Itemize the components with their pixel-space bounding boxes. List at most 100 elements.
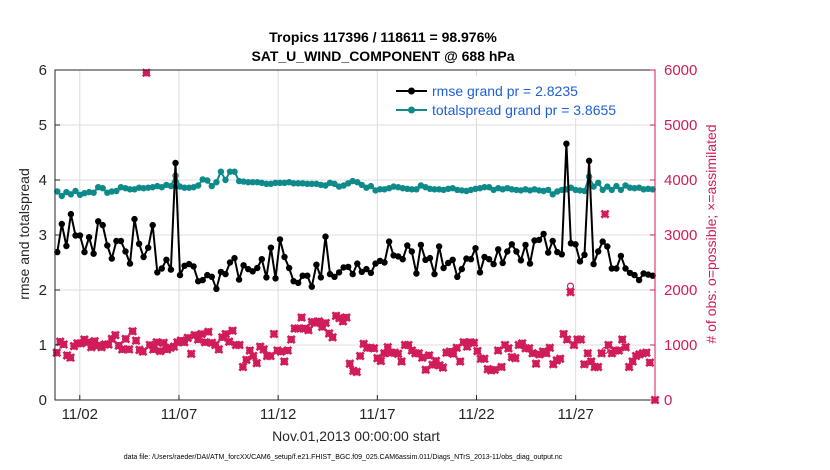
rmse-point	[54, 248, 61, 256]
spread-point	[331, 180, 338, 187]
obs-assimilated-marker	[238, 362, 248, 372]
obs-assimilated-marker	[214, 344, 224, 354]
obs-assimilated-marker	[421, 365, 431, 375]
rmse-point	[281, 253, 288, 261]
obs-count-series	[52, 68, 660, 405]
obs-assimilated-marker	[579, 359, 589, 369]
obs-assimilated-marker	[155, 346, 165, 356]
rmse-point	[313, 261, 320, 268]
obs-assimilated-marker	[269, 329, 279, 339]
rmse-point	[572, 241, 579, 248]
obs-assimilated-marker	[555, 354, 565, 364]
spread-point	[231, 168, 238, 175]
rmse-point	[367, 269, 375, 277]
rmse-point	[458, 265, 465, 273]
legend-box	[393, 76, 653, 118]
spread-point	[431, 186, 438, 193]
spread-point	[308, 180, 315, 187]
obs-assimilated-marker	[197, 329, 207, 339]
rmse-point	[495, 246, 502, 253]
spread-point	[272, 179, 279, 186]
rmse-point	[431, 270, 438, 278]
obs-assimilated-marker	[355, 351, 365, 361]
rmse-point	[90, 250, 97, 257]
rmse-point	[604, 243, 611, 250]
y-right-tick-label: 1000	[664, 337, 697, 354]
obs-assimilated-marker	[469, 338, 479, 348]
obs-assimilated-marker	[224, 337, 234, 347]
obs-assimilated-marker	[417, 353, 427, 363]
rmse-point	[540, 230, 547, 238]
spread-point	[208, 182, 215, 190]
x-tick-label: 11/27	[557, 406, 593, 423]
rmse-point	[585, 157, 593, 164]
obs-assimilated-marker	[138, 347, 148, 357]
obs-assimilated-marker	[186, 349, 196, 359]
obs-assimilated-marker	[621, 342, 631, 352]
obs-assimilated-marker	[597, 348, 607, 358]
rmse-point	[222, 270, 229, 278]
rmse-point	[249, 268, 256, 275]
obs-assimilated-marker	[345, 359, 355, 369]
y-axis-left-label: rmse and totalspread	[16, 168, 32, 300]
rmse-point	[149, 221, 156, 229]
obs-assimilated-marker	[576, 334, 586, 345]
rmse-point	[163, 256, 170, 263]
spread-point	[608, 186, 615, 194]
obs-assimilated-marker	[383, 342, 393, 352]
rmse-point	[558, 251, 565, 258]
rmse-point	[231, 254, 238, 262]
spread-point	[408, 186, 415, 193]
obs-assimilated-marker	[369, 343, 379, 353]
rmse-point	[299, 272, 306, 279]
obs-assimilated-marker	[52, 348, 62, 358]
chart-title-line1: Tropics 117396 / 118611 = 98.976%	[269, 29, 497, 45]
rmse-point	[72, 232, 79, 239]
obs-assimilated-marker	[152, 337, 162, 347]
y-right-tick-label: 4000	[664, 172, 697, 189]
spread-point	[99, 185, 106, 192]
spread-point	[295, 180, 302, 187]
rmse-point	[613, 265, 620, 272]
rmse-point	[335, 269, 343, 276]
spread-point	[599, 186, 606, 194]
rmse-point	[113, 237, 120, 245]
rmse-point	[213, 285, 220, 293]
obs-assimilated-marker	[65, 353, 76, 363]
spread-point	[167, 182, 175, 190]
spread-point	[613, 182, 620, 190]
rmse-point	[140, 253, 147, 261]
obs-assimilated-marker	[452, 343, 462, 353]
x-tick-label: 11/22	[458, 406, 494, 423]
x-tick-label: 11/02	[62, 406, 98, 423]
y-right-tick-label: 5000	[664, 117, 697, 134]
spread-point	[276, 179, 284, 186]
rmse-point	[235, 276, 243, 283]
rmse-point	[363, 265, 370, 273]
spread-series	[54, 168, 656, 200]
spread-point	[181, 184, 188, 191]
spread-point	[67, 191, 75, 198]
rmse-point	[549, 237, 556, 245]
rmse-point	[526, 260, 534, 267]
rmse-point	[135, 240, 143, 247]
rmse-point	[381, 259, 388, 266]
spread-point	[590, 183, 597, 190]
rmse-point	[95, 218, 102, 225]
rmse-point	[154, 269, 161, 276]
rmse-point	[608, 265, 615, 272]
obs-assimilated-marker	[593, 362, 603, 372]
spread-point	[367, 182, 375, 190]
spread-point	[113, 187, 120, 195]
rmse-point	[472, 245, 479, 252]
spread-point	[72, 187, 79, 195]
obs-assimilated-marker	[252, 358, 262, 368]
rmse-point	[508, 241, 515, 248]
spread-point	[222, 176, 229, 184]
spread-point	[581, 187, 588, 195]
rmse-point	[358, 268, 365, 276]
rmse-point	[349, 270, 356, 278]
obs-assimilated-marker	[617, 334, 627, 345]
rmse-point	[226, 259, 234, 266]
x-tick-label: 11/17	[359, 406, 395, 423]
